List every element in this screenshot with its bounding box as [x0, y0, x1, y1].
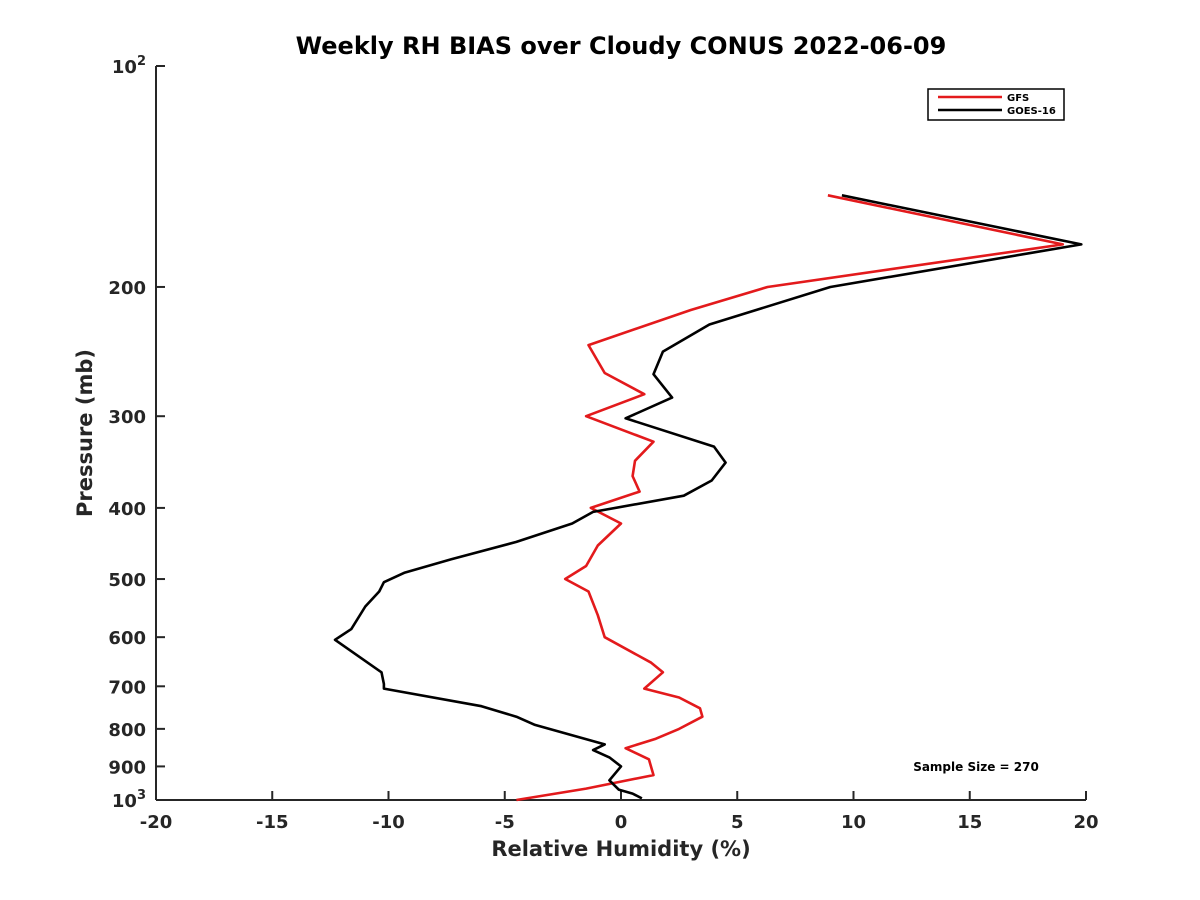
x-tick-label: 20 — [1073, 812, 1098, 833]
sample-size-annotation: Sample Size = 270 — [913, 760, 1039, 774]
y-axis: 102 200 300 400 500 600 700 800 900 103 — [108, 54, 165, 812]
legend-label-goes-16: GOES-16 — [1007, 106, 1056, 117]
y-tick-label: 700 — [108, 677, 146, 698]
series-line-goes-16 — [333, 194, 1083, 800]
y-tick-label: 103 — [112, 788, 146, 812]
x-tick-label: 15 — [957, 812, 982, 833]
x-tick-label: -15 — [256, 812, 289, 833]
series-line-gfs — [516, 194, 1065, 802]
y-tick-label: 102 — [112, 54, 146, 78]
y-tick-label: 600 — [108, 628, 146, 649]
y-tick-label: 900 — [108, 757, 146, 778]
series-layer — [333, 194, 1083, 802]
x-tick-label: 0 — [615, 812, 628, 833]
x-axis-label: Relative Humidity (%) — [491, 837, 750, 861]
y-tick-label: 800 — [108, 720, 146, 741]
chart-title: Weekly RH BIAS over Cloudy CONUS 2022-06… — [296, 32, 947, 60]
x-tick-label: 5 — [731, 812, 744, 833]
legend: GFS GOES-16 — [927, 88, 1065, 121]
y-tick-label: 400 — [108, 499, 146, 520]
y-axis-label: Pressure (mb) — [73, 349, 97, 517]
y-tick-label: 500 — [108, 570, 146, 591]
legend-box — [927, 88, 1065, 121]
x-tick-label: -20 — [140, 812, 173, 833]
x-tick-label: 10 — [841, 812, 866, 833]
x-axis: -20 -15 -10 -5 0 5 10 15 20 — [140, 791, 1099, 833]
y-tick-label: 200 — [108, 278, 146, 299]
x-tick-label: -10 — [372, 812, 405, 833]
y-tick-label: 300 — [108, 407, 146, 428]
legend-label-gfs: GFS — [1007, 93, 1029, 104]
x-tick-label: -5 — [495, 812, 515, 833]
